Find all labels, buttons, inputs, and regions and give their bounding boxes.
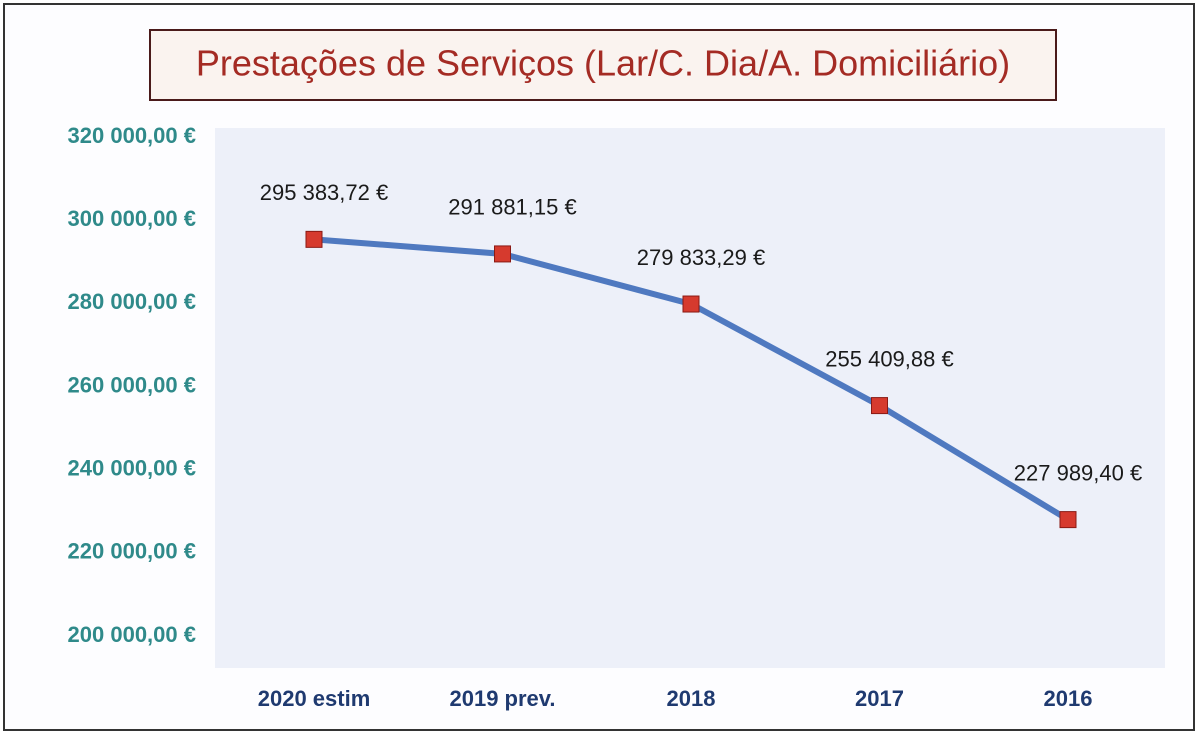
y-tick-label: 240 000,00 € xyxy=(68,455,196,480)
y-tick-label: 300 000,00 € xyxy=(68,206,196,231)
x-tick-label: 2016 xyxy=(1044,686,1093,711)
x-tick-label: 2018 xyxy=(667,686,716,711)
data-label: 279 833,29 € xyxy=(637,245,765,270)
marker xyxy=(1059,511,1077,529)
plot-area xyxy=(215,128,1165,668)
data-label: 227 989,40 € xyxy=(1014,460,1142,485)
data-label: 295 383,72 € xyxy=(260,180,388,205)
chart-title: Prestações de Serviços (Lar/C. Dia/A. Do… xyxy=(196,43,1010,84)
data-label: 255 409,88 € xyxy=(825,346,953,371)
y-tick-label: 220 000,00 € xyxy=(68,539,196,564)
x-tick-label: 2019 prev. xyxy=(449,686,555,711)
y-tick-label: 280 000,00 € xyxy=(68,289,196,314)
x-tick-label: 2017 xyxy=(855,686,904,711)
title-box xyxy=(149,29,1057,101)
y-tick-label: 200 000,00 € xyxy=(68,622,196,647)
marker xyxy=(682,295,700,313)
x-tick-label: 2020 estim xyxy=(258,686,371,711)
marker xyxy=(305,230,323,248)
y-tick-label: 260 000,00 € xyxy=(68,372,196,397)
y-tick-label: 320 000,00 € xyxy=(68,123,196,148)
marker xyxy=(494,245,511,263)
data-label: 291 881,15 € xyxy=(448,195,576,220)
marker xyxy=(871,397,888,415)
